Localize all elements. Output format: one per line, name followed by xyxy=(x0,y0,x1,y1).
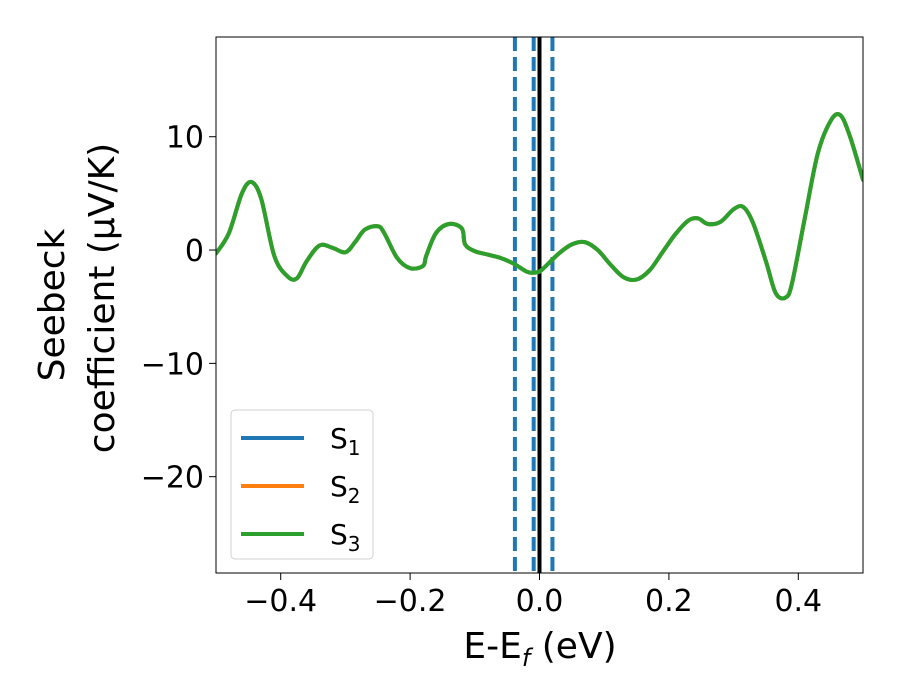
x-tick-label: 0.4 xyxy=(774,584,822,619)
x-tick-label: −0.4 xyxy=(244,584,317,619)
y-tick-label: −20 xyxy=(141,461,204,496)
series-line-s3 xyxy=(216,112,863,301)
y-axis-label: Seebeck coefficient (μV/K) xyxy=(32,143,123,453)
x-tick-label: 0.2 xyxy=(645,584,693,619)
legend-label-s1: S1 xyxy=(330,422,361,460)
legend: S1 S2 S3 xyxy=(230,409,374,560)
series-lines xyxy=(216,112,863,301)
legend-label-s2: S2 xyxy=(330,470,361,508)
reference-lines xyxy=(512,37,555,573)
x-axis-label-unit: (eV) xyxy=(530,626,616,667)
y-axis: 10 0 −10 −20 xyxy=(141,121,216,496)
y-tick-label: −10 xyxy=(141,347,204,382)
y-axis-label-line-2: coefficient (μV/K) xyxy=(82,143,123,453)
x-axis-label: E-Ef (eV) xyxy=(463,626,616,672)
x-axis-label-main: E-E xyxy=(463,626,521,667)
legend-label-s3: S3 xyxy=(330,518,361,556)
x-tick-label: 0.0 xyxy=(516,584,564,619)
x-axis: −0.4 −0.2 0.0 0.2 0.4 xyxy=(244,573,822,619)
y-axis-label-line-1: Seebeck xyxy=(32,228,73,381)
x-tick-label: −0.2 xyxy=(374,584,447,619)
y-tick-label: 10 xyxy=(166,121,204,156)
y-tick-label: 0 xyxy=(185,234,204,269)
